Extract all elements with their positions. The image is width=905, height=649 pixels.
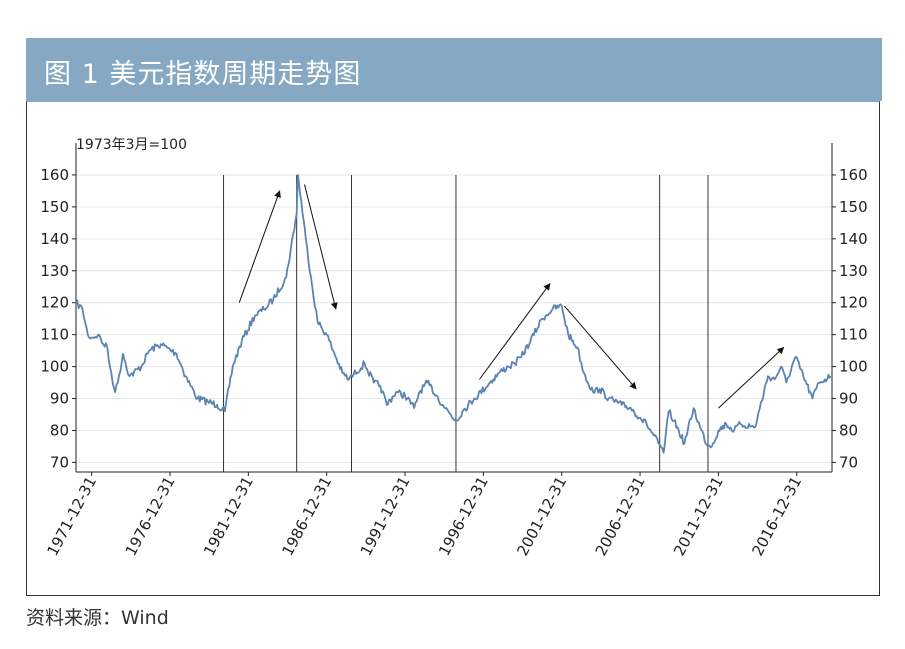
x-tick-label: 1986-12-31 bbox=[278, 473, 335, 558]
y-tick-label-left: 70 bbox=[50, 453, 69, 471]
x-tick-label: 1976-12-31 bbox=[122, 473, 179, 558]
y-tick-label-left: 140 bbox=[40, 230, 69, 248]
y-tick-label-right: 100 bbox=[839, 358, 868, 376]
chart-frame bbox=[26, 101, 880, 596]
x-tick-label: 2001-12-31 bbox=[513, 473, 570, 558]
y-tick-label-right: 80 bbox=[839, 421, 858, 439]
unit-label: 1973年3月=100 bbox=[76, 137, 187, 153]
y-tick-label-right: 110 bbox=[839, 326, 868, 344]
y-tick-label-right: 160 bbox=[839, 166, 868, 184]
y-tick-label-left: 90 bbox=[50, 390, 69, 408]
trend-arrow bbox=[238, 190, 281, 303]
y-tick-label-right: 70 bbox=[839, 453, 858, 471]
trend-arrow bbox=[563, 305, 637, 390]
y-tick-label-left: 160 bbox=[40, 166, 69, 184]
y-tick-label-left: 130 bbox=[40, 262, 69, 280]
trend-arrow bbox=[304, 184, 338, 310]
y-tick-label-left: 80 bbox=[50, 421, 69, 439]
x-tick-label: 1996-12-31 bbox=[435, 473, 492, 558]
y-tick-label-right: 90 bbox=[839, 390, 858, 408]
y-tick-label-right: 120 bbox=[839, 294, 868, 312]
y-tick-label-left: 120 bbox=[40, 294, 69, 312]
x-tick-label: 1991-12-31 bbox=[357, 473, 414, 558]
x-tick-label: 2006-12-31 bbox=[592, 473, 649, 558]
y-tick-label-right: 140 bbox=[839, 230, 868, 248]
x-tick-label: 1971-12-31 bbox=[43, 473, 100, 558]
data-source: 资料来源：Wind bbox=[26, 607, 169, 629]
x-tick-label: 1981-12-31 bbox=[200, 473, 257, 558]
y-tick-label-left: 110 bbox=[40, 326, 69, 344]
y-tick-label-left: 150 bbox=[40, 198, 69, 216]
trend-arrow bbox=[479, 282, 551, 380]
x-tick-label: 2016-12-31 bbox=[748, 473, 805, 558]
y-tick-label-right: 130 bbox=[839, 262, 868, 280]
y-tick-label-right: 150 bbox=[839, 198, 868, 216]
chart-header-bar: 图 1 美元指数周期走势图 bbox=[26, 38, 882, 101]
y-tick-label-left: 100 bbox=[40, 358, 69, 376]
chart-title: 图 1 美元指数周期走势图 bbox=[44, 59, 362, 90]
trend-arrow bbox=[718, 346, 785, 409]
dollar-index-line bbox=[75, 174, 832, 454]
x-tick-label: 2011-12-31 bbox=[670, 473, 727, 558]
